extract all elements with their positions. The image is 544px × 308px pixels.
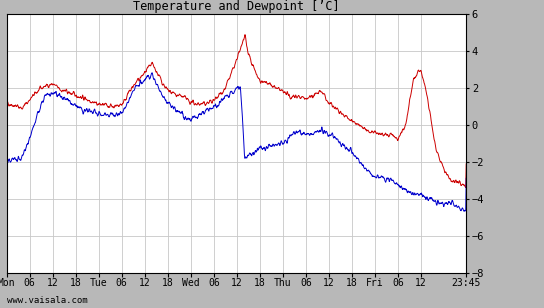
Title: Temperature and Dewpoint [’C]: Temperature and Dewpoint [’C]: [133, 0, 339, 13]
Text: www.vaisala.com: www.vaisala.com: [7, 296, 87, 305]
